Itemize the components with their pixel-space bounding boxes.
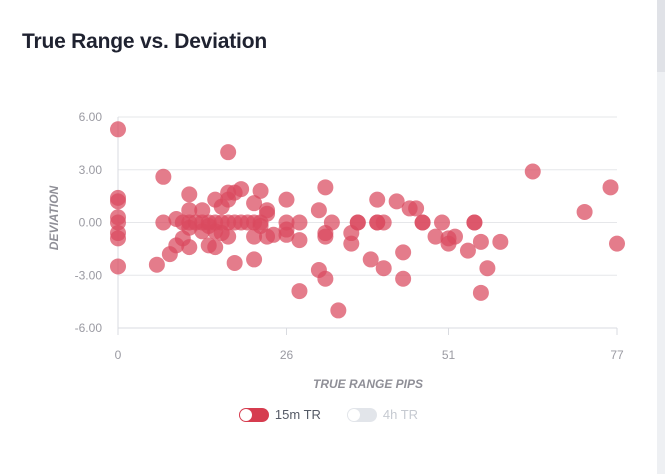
data-point[interactable]	[395, 244, 412, 261]
data-point[interactable]	[602, 179, 619, 196]
data-point[interactable]	[349, 214, 366, 231]
data-point[interactable]	[252, 182, 269, 199]
y-axis-ticks: 6.00 3.00 0.00 -3.00 -6.00	[75, 110, 103, 335]
data-point[interactable]	[155, 168, 172, 185]
toggle-switch-icon[interactable]	[238, 407, 269, 422]
data-point[interactable]	[524, 163, 541, 180]
y-tick-label: -6.00	[75, 321, 103, 335]
data-point[interactable]	[479, 260, 496, 277]
data-point[interactable]	[317, 228, 334, 245]
data-point[interactable]	[110, 230, 126, 247]
chart-title: True Range vs. Deviation	[22, 30, 267, 53]
x-tick-label: 51	[442, 348, 456, 362]
data-point[interactable]	[110, 121, 126, 138]
scatter-points	[110, 121, 625, 319]
legend-item-15m-tr[interactable]: 15m TR	[238, 407, 321, 422]
data-point[interactable]	[472, 233, 489, 250]
legend-label: 15m TR	[274, 407, 321, 422]
data-point[interactable]	[181, 186, 198, 203]
data-point[interactable]	[446, 228, 463, 245]
y-tick-label: 6.00	[79, 110, 103, 124]
y-tick-label: 0.00	[79, 216, 103, 230]
data-point[interactable]	[609, 235, 625, 252]
data-point[interactable]	[148, 256, 165, 273]
data-point[interactable]	[492, 233, 509, 250]
data-point[interactable]	[259, 205, 276, 222]
data-point[interactable]	[181, 239, 198, 256]
scatter-chart: 6.00 3.00 0.00 -3.00 -6.00 0 26 51 77 DEVIATION…	[47, 110, 625, 391]
data-point[interactable]	[310, 202, 327, 219]
scrollbar-track[interactable]	[657, 0, 665, 474]
data-point[interactable]	[278, 191, 295, 208]
data-point[interactable]	[194, 202, 211, 219]
y-axis-title: DEVIATION	[47, 185, 61, 250]
data-point[interactable]	[434, 214, 451, 231]
data-point[interactable]	[369, 191, 386, 208]
data-point[interactable]	[466, 214, 483, 231]
data-point[interactable]	[375, 260, 392, 277]
data-point[interactable]	[220, 144, 237, 161]
y-tick-label: -3.00	[75, 268, 103, 282]
data-point[interactable]	[226, 254, 243, 271]
data-point[interactable]	[278, 226, 295, 243]
data-point[interactable]	[155, 214, 172, 231]
x-tick-label: 26	[280, 348, 294, 362]
data-point[interactable]	[323, 214, 340, 231]
data-point[interactable]	[181, 202, 198, 219]
legend-label: 4h TR	[382, 407, 419, 422]
data-point[interactable]	[343, 235, 360, 252]
data-point[interactable]	[291, 283, 308, 300]
data-point[interactable]	[388, 193, 405, 210]
data-point[interactable]	[233, 181, 250, 198]
data-point[interactable]	[317, 270, 334, 287]
data-point[interactable]	[207, 239, 224, 256]
data-point[interactable]	[472, 284, 489, 301]
data-point[interactable]	[291, 214, 308, 231]
data-point[interactable]	[246, 195, 263, 212]
data-point[interactable]	[414, 214, 431, 231]
data-point[interactable]	[265, 226, 282, 243]
legend: 15m TR 4h TR	[0, 407, 657, 422]
grid-lines	[117, 116, 617, 335]
data-point[interactable]	[375, 214, 392, 231]
data-point[interactable]	[110, 258, 126, 275]
data-point[interactable]	[317, 179, 334, 196]
data-point[interactable]	[330, 302, 347, 319]
data-point[interactable]	[291, 232, 308, 249]
data-point[interactable]	[220, 228, 237, 245]
data-point[interactable]	[408, 200, 425, 217]
legend-item-4h-tr[interactable]: 4h TR	[346, 407, 419, 422]
data-point[interactable]	[395, 270, 412, 287]
data-point[interactable]	[246, 251, 263, 268]
x-axis-title: TRUE RANGE PIPS	[313, 377, 423, 391]
data-point[interactable]	[427, 228, 444, 245]
data-point[interactable]	[362, 251, 379, 268]
scrollbar-thumb[interactable]	[657, 0, 665, 72]
x-axis-ticks: 0 26 51 77	[115, 328, 624, 362]
y-tick-label: 3.00	[79, 163, 103, 177]
x-tick-label: 77	[610, 348, 624, 362]
data-point[interactable]	[110, 193, 126, 210]
data-point[interactable]	[459, 242, 476, 259]
toggle-switch-icon[interactable]	[346, 407, 377, 422]
x-tick-label: 0	[115, 348, 122, 362]
data-point[interactable]	[576, 203, 593, 220]
